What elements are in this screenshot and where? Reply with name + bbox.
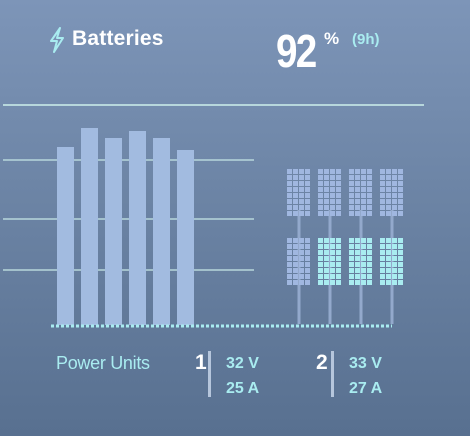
lightning-bolt-icon [50, 27, 64, 53]
unit-2-divider [331, 351, 334, 397]
chart-bar [81, 128, 98, 325]
unit-2-voltage: 33 V [349, 355, 382, 372]
battery-module-charged [349, 238, 372, 285]
chart-bar [57, 147, 74, 325]
battery-module-charged [380, 238, 403, 285]
battery-percent: 92 [276, 25, 317, 77]
chart-bar [153, 138, 170, 325]
battery-module [287, 238, 310, 285]
power-units-label: Power Units [56, 353, 150, 373]
battery-cells-group [287, 169, 403, 324]
unit-1-voltage: 32 V [226, 355, 259, 372]
unit-2-number: 2 [316, 351, 328, 374]
percent-unit: % [324, 29, 340, 48]
battery-module [318, 169, 341, 216]
unit-2-current: 27 A [349, 380, 383, 397]
battery-module-charged [318, 238, 341, 285]
bars-group [57, 128, 194, 325]
unit-1-divider [208, 351, 211, 397]
unit-1-current: 25 A [226, 380, 260, 397]
chart-bar [105, 138, 122, 325]
chart-bar [177, 150, 194, 325]
panel-title: Batteries [72, 27, 164, 50]
battery-module [380, 169, 403, 216]
battery-chart [3, 104, 424, 328]
battery-module [287, 169, 310, 216]
battery-module [349, 169, 372, 216]
time-remaining: (9h) [352, 31, 380, 48]
chart-bar [129, 131, 146, 325]
unit-1-number: 1 [195, 351, 207, 374]
